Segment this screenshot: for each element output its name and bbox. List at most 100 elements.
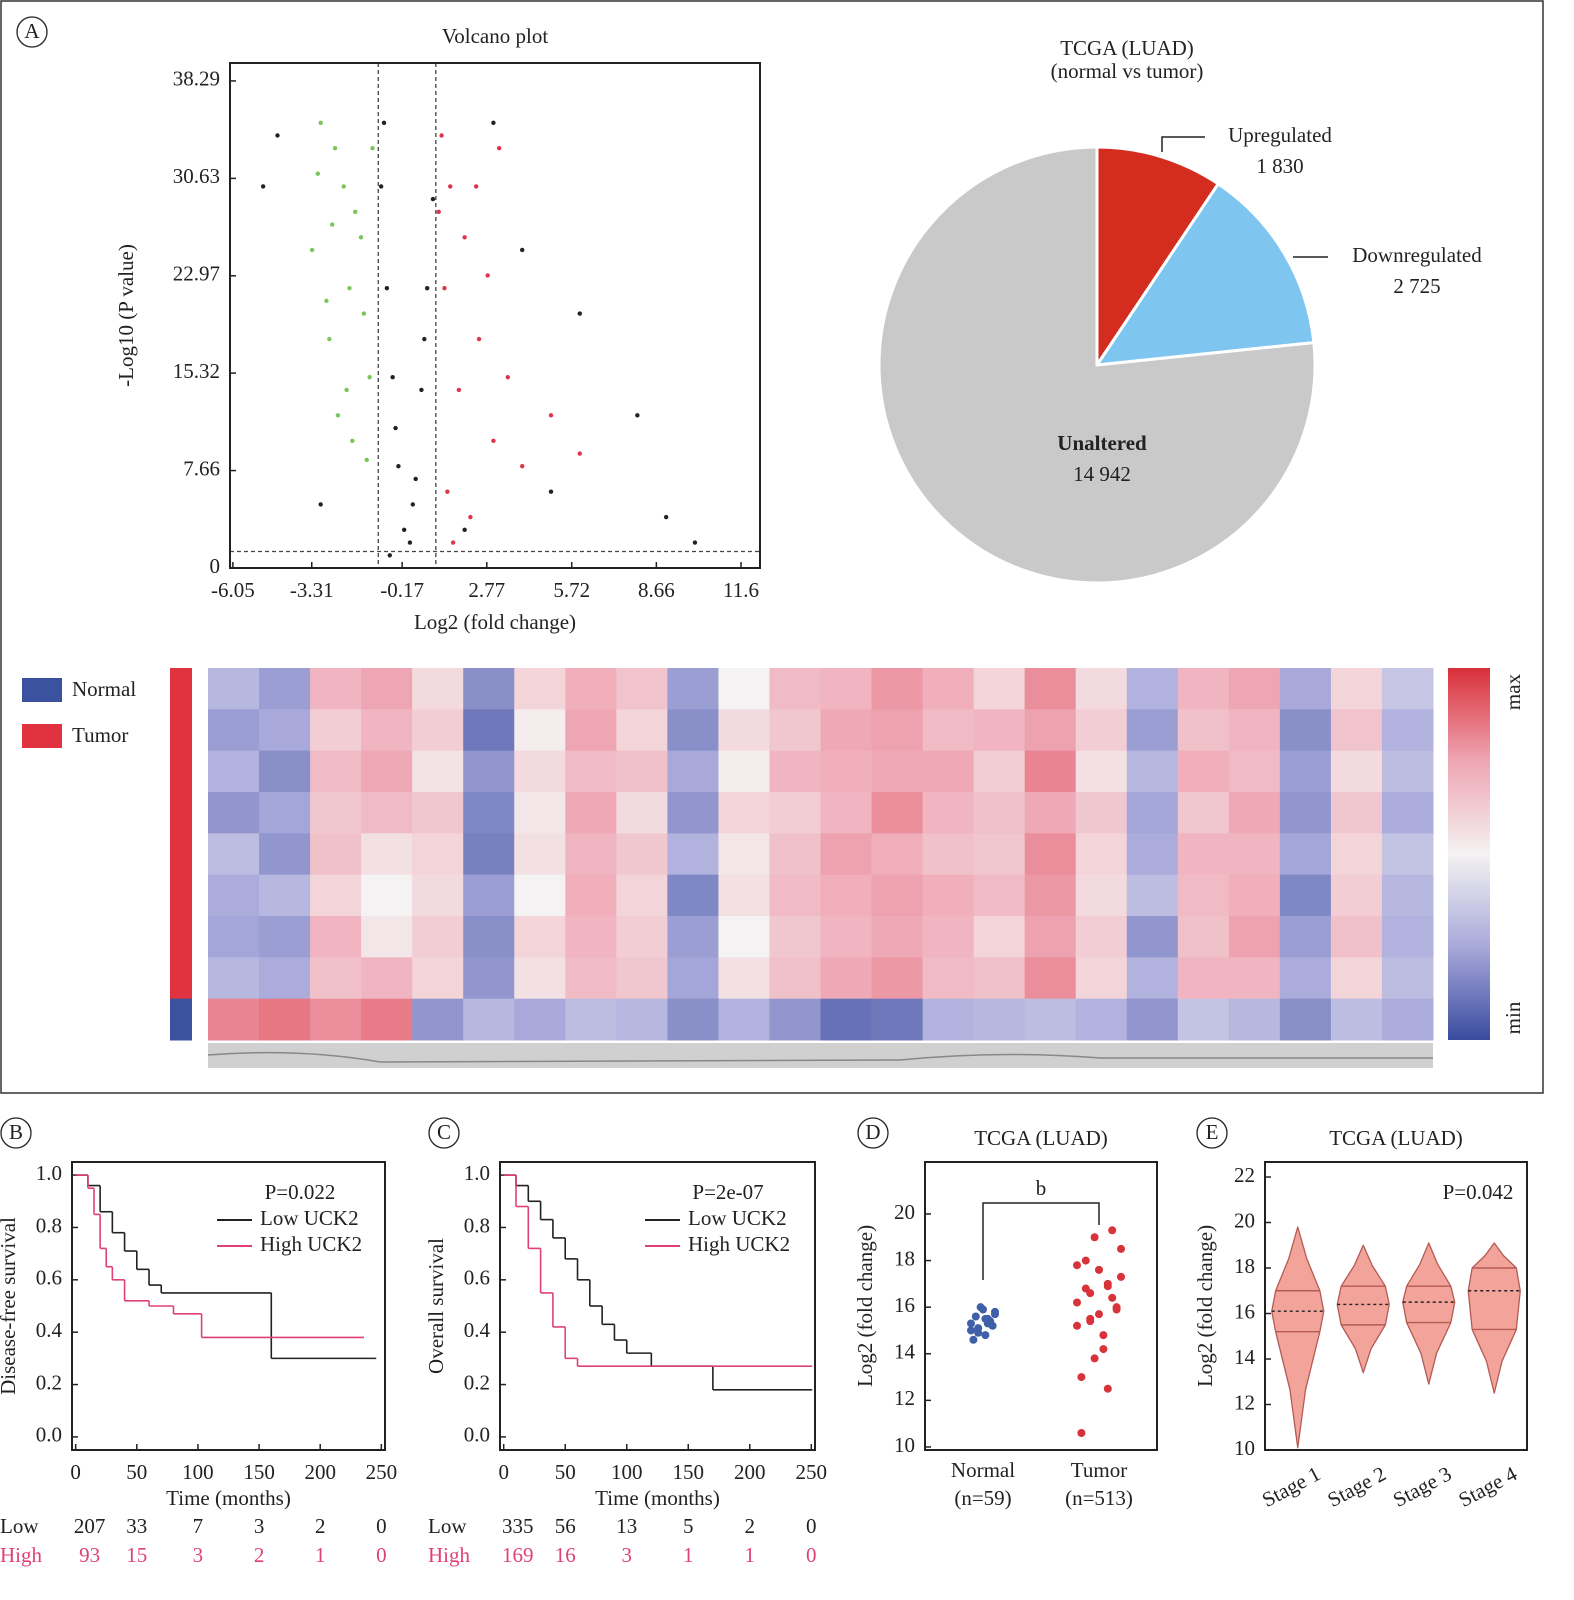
point <box>1112 1303 1121 1312</box>
risk-count: 0 <box>806 1543 817 1567</box>
heatmap-cell <box>718 792 770 834</box>
heatmap-cell <box>412 750 464 793</box>
x-tick-label: -0.17 <box>380 578 424 602</box>
y-tick-label: 22 <box>1234 1163 1255 1187</box>
heatmap-cell <box>1177 750 1230 793</box>
x-axis-label: Time (months) <box>166 1486 291 1510</box>
x-tick-label: 5.72 <box>553 578 590 602</box>
heatmap-cell <box>259 668 311 710</box>
heatmap-cell <box>412 998 464 1041</box>
risk-count: 3 <box>193 1543 204 1567</box>
chart-title: TCGA (LUAD) <box>1060 36 1194 60</box>
y-tick-label: 0.4 <box>464 1318 491 1342</box>
heatmap-cell <box>922 750 975 793</box>
risk-count: 56 <box>555 1514 576 1538</box>
point <box>1077 1428 1086 1437</box>
heatmap-cell <box>1075 957 1128 1000</box>
heatmap-cell <box>1177 792 1230 834</box>
heatmap-cell <box>973 792 1026 834</box>
heatmap-cell <box>871 916 924 958</box>
point <box>430 196 436 202</box>
point <box>491 438 496 443</box>
heatmap-cell <box>1126 874 1179 917</box>
heatmap-cell <box>1075 668 1128 710</box>
point <box>473 184 479 189</box>
risk-count: 1 <box>683 1543 694 1567</box>
heatmap-cell <box>1024 668 1077 710</box>
x-tick-label: 250 <box>796 1460 828 1484</box>
heatmap-cell <box>922 792 975 834</box>
heatmap-cell <box>973 957 1026 1000</box>
point <box>974 1328 983 1337</box>
y-tick-label: 15.32 <box>173 359 220 383</box>
heatmap-cell <box>922 874 975 917</box>
heatmap-cell <box>514 668 566 710</box>
violin <box>1467 1242 1521 1394</box>
x-tick-label: 50 <box>126 1460 147 1484</box>
y-tick-label: 12 <box>894 1386 915 1410</box>
heatmap-cell <box>565 709 617 752</box>
heatmap-cell <box>463 833 515 876</box>
heatmap-cell <box>718 750 770 793</box>
x-tick-label: Stage 4 <box>1454 1461 1521 1512</box>
slice-label: Unaltered <box>1057 431 1147 455</box>
heatmap-cell <box>616 916 668 958</box>
heatmap-cell <box>718 957 770 1000</box>
heatmap-cell <box>1279 750 1332 793</box>
y-tick-label: 20 <box>1234 1208 1255 1232</box>
pie-slice <box>1095 145 1221 370</box>
point <box>381 120 387 125</box>
colorbar <box>1448 668 1490 1040</box>
heatmap-cell <box>565 792 617 834</box>
risk-count: 335 <box>502 1514 534 1538</box>
heatmap-cell <box>1228 709 1281 752</box>
point <box>1090 1354 1099 1363</box>
risk-count: 3 <box>621 1543 632 1567</box>
heatmap-cell <box>361 998 413 1041</box>
heatmap-cell <box>1228 833 1281 876</box>
heatmap-cell <box>667 957 719 1000</box>
x-tick-label: -6.05 <box>211 578 255 602</box>
heatmap-cell <box>361 750 413 793</box>
heatmap-cell <box>820 998 873 1041</box>
heatmap-cell <box>565 874 617 917</box>
heatmap-cell <box>514 874 566 917</box>
y-tick-label: 18 <box>894 1246 915 1270</box>
heatmap-cell <box>1024 998 1077 1041</box>
point <box>969 1335 978 1344</box>
risk-count: 15 <box>126 1543 147 1567</box>
heatmap-cell <box>1381 957 1434 1000</box>
heatmap-cell <box>820 792 873 834</box>
heatmap-cell <box>973 668 1026 710</box>
risk-row-label: High <box>0 1543 43 1567</box>
x-tick-label: 100 <box>611 1460 643 1484</box>
point <box>422 336 427 342</box>
heatmap-cell <box>565 668 617 710</box>
y-tick-label: 38.29 <box>173 67 220 91</box>
heatmap-cell <box>514 792 566 834</box>
y-tick-label: 0.8 <box>464 1213 490 1237</box>
risk-count: 33 <box>126 1514 147 1538</box>
x-axis-label: Log2 (fold change) <box>414 610 576 634</box>
heatmap-cell <box>871 750 924 793</box>
point <box>358 235 364 240</box>
point <box>364 457 369 463</box>
heatmap-cell <box>973 998 1026 1041</box>
point <box>468 514 473 520</box>
heatmap-cell <box>565 833 617 876</box>
heatmap-cell <box>514 998 566 1041</box>
risk-count: 1 <box>745 1543 756 1567</box>
point <box>1095 1310 1103 1319</box>
heatmap-cell <box>1381 874 1434 917</box>
heatmap-cell <box>463 750 515 793</box>
heatmap-cell <box>667 792 719 834</box>
heatmap-cell <box>973 833 1026 876</box>
point <box>967 1326 975 1335</box>
heatmap-cell <box>565 998 617 1041</box>
heatmap-cell <box>973 916 1026 958</box>
x-tick-count: (n=513) <box>1065 1486 1133 1510</box>
risk-row-label: Low <box>0 1514 39 1538</box>
heatmap-cell <box>412 709 464 752</box>
point <box>1103 1384 1112 1393</box>
heatmap-cell <box>871 957 924 1000</box>
